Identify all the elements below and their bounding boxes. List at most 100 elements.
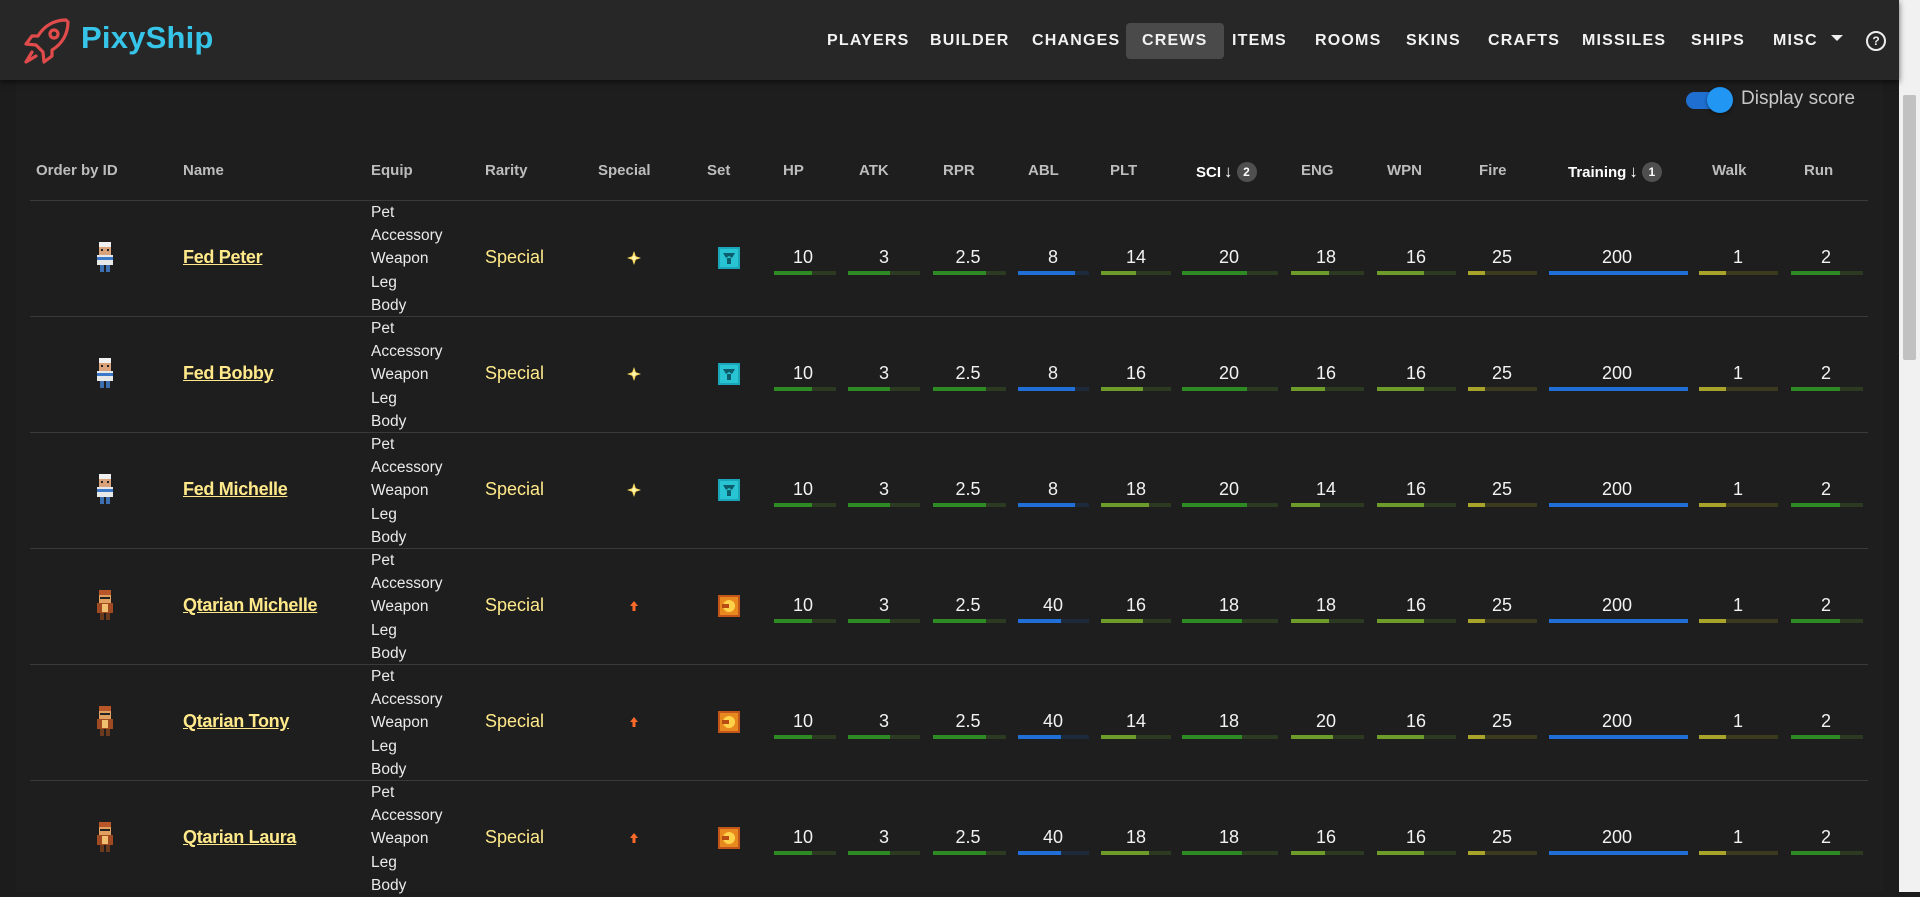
stat-bar-fill — [848, 619, 890, 623]
header-run[interactable]: Run — [1804, 162, 1833, 179]
nav-misc[interactable]: MISC — [1773, 32, 1818, 49]
stat-bar-fill — [1291, 271, 1329, 275]
nav-skins[interactable]: SKINS — [1406, 32, 1461, 49]
header-fire[interactable]: Fire — [1479, 162, 1507, 179]
header-order-by-id[interactable]: Order by ID — [36, 162, 118, 179]
crew-name-link[interactable]: Fed Michelle — [183, 479, 288, 499]
scrollbar-thumb[interactable] — [1903, 95, 1916, 360]
nav-ships[interactable]: SHIPS — [1691, 32, 1746, 49]
stat-eng: 16 — [1315, 827, 1337, 847]
sparkle-icon[interactable] — [626, 482, 642, 498]
orange-set-icon[interactable] — [718, 827, 740, 849]
crew-name-link[interactable]: Qtarian Michelle — [183, 595, 318, 615]
crew-name-link[interactable]: Qtarian Tony — [183, 711, 290, 731]
equip-slot: Leg — [371, 737, 397, 755]
header-walk[interactable]: Walk — [1712, 162, 1746, 179]
header-equip[interactable]: Equip — [371, 162, 413, 179]
header-set[interactable]: Set — [707, 162, 730, 179]
arrow-up-icon[interactable] — [626, 714, 642, 730]
arrow-down-icon[interactable]: ↓ — [1629, 162, 1638, 181]
stat-bar-wpn — [1377, 387, 1456, 391]
nav-rooms[interactable]: ROOMS — [1315, 32, 1382, 49]
nav-builder[interactable]: BUILDER — [930, 32, 1010, 49]
sparkle-icon[interactable] — [626, 366, 642, 382]
stat-bar-fill — [1549, 387, 1688, 391]
orange-set-icon[interactable] — [718, 595, 740, 617]
stat-atk: 3 — [878, 247, 889, 267]
header-rarity[interactable]: Rarity — [485, 162, 528, 179]
stat-bar-fill — [1018, 619, 1061, 623]
stat-bar-abl — [1018, 851, 1089, 855]
equip-slot: Accessory — [371, 575, 443, 593]
nav-changes[interactable]: CHANGES — [1032, 32, 1121, 49]
equip-slot: Accessory — [371, 459, 443, 477]
equip-slot: Pet — [371, 784, 395, 801]
stat-bar-fill — [1791, 851, 1840, 855]
arrow-down-icon[interactable]: ↓ — [1224, 162, 1233, 181]
nav-players[interactable]: PLAYERS — [827, 32, 910, 49]
stat-wpn: 16 — [1405, 363, 1427, 383]
stat-rpr: 2.5 — [955, 363, 981, 383]
equip-slot: Accessory — [371, 343, 443, 361]
stat-bar-rpr — [933, 387, 1006, 391]
orange-set-icon[interactable] — [718, 711, 740, 733]
sparkle-icon[interactable] — [626, 250, 642, 266]
stat-bar-abl — [1018, 735, 1089, 739]
stat-bar-abl — [1018, 619, 1089, 623]
rocket-logo-icon[interactable] — [20, 14, 74, 68]
header-eng[interactable]: ENG — [1301, 162, 1334, 179]
header-wpn[interactable]: WPN — [1387, 162, 1422, 179]
stat-fire: 25 — [1491, 827, 1513, 847]
nav-missiles[interactable]: MISSILES — [1582, 32, 1667, 49]
brand-name[interactable]: PixyShip — [81, 20, 214, 55]
stat-run: 2 — [1820, 363, 1831, 383]
header-training[interactable]: Training ↓ 1 — [1568, 162, 1662, 182]
equip-slot: Body — [371, 760, 407, 778]
stat-wpn: 16 — [1405, 595, 1427, 615]
arrow-up-icon[interactable] — [626, 598, 642, 614]
stat-bar-fill — [1468, 735, 1485, 739]
header-abl[interactable]: ABL — [1028, 162, 1059, 179]
stat-bar-fill — [1699, 735, 1726, 739]
equip-slot: Weapon — [371, 830, 429, 848]
stat-walk: 1 — [1732, 711, 1743, 731]
help-icon[interactable]: ? — [1866, 31, 1886, 51]
header-plt[interactable]: PLT — [1110, 162, 1137, 179]
stat-bar-fill — [1377, 735, 1424, 739]
stat-bar-sci — [1182, 735, 1278, 739]
nav-crews[interactable]: CREWS — [1126, 23, 1224, 59]
crew-name-link[interactable]: Qtarian Laura — [183, 827, 297, 847]
header-label: Set — [707, 162, 731, 179]
teal-set-icon[interactable] — [718, 479, 740, 501]
stat-bar-fill — [1182, 735, 1242, 739]
nav-crafts[interactable]: CRAFTS — [1488, 32, 1561, 49]
crew-avatar — [94, 705, 116, 737]
nav-items[interactable]: ITEMS — [1232, 32, 1287, 49]
header-rpr[interactable]: RPR — [943, 162, 975, 179]
stat-bar-atk — [848, 851, 920, 855]
header-hp[interactable]: HP — [783, 162, 804, 179]
teal-set-icon[interactable] — [718, 247, 740, 269]
crew-name-link[interactable]: Fed Peter — [183, 247, 263, 267]
stat-wpn: 16 — [1405, 711, 1427, 731]
header-atk[interactable]: ATK — [859, 162, 889, 179]
chevron-down-icon[interactable] — [1831, 35, 1843, 41]
header-label: ATK — [859, 162, 889, 179]
header-special[interactable]: Special — [598, 162, 651, 179]
stat-bar-wpn — [1377, 503, 1456, 507]
display-score-toggle[interactable] — [1707, 87, 1733, 113]
header-sci[interactable]: SCI ↓ 2 — [1196, 162, 1257, 182]
stat-bar-fill — [1549, 735, 1688, 739]
teal-set-icon[interactable] — [718, 363, 740, 385]
stat-bar-atk — [848, 619, 920, 623]
stat-bar-run — [1791, 619, 1863, 623]
stat-bar-fill — [848, 851, 890, 855]
stat-bar-fill — [1291, 619, 1329, 623]
header-name[interactable]: Name — [183, 162, 224, 179]
stat-atk: 3 — [878, 595, 889, 615]
crew-name-link[interactable]: Fed Bobby — [183, 363, 274, 383]
crew-avatar — [94, 357, 116, 389]
stat-bar-fill — [1101, 851, 1149, 855]
arrow-up-icon[interactable] — [626, 830, 642, 846]
stat-bar-fill — [933, 271, 986, 275]
